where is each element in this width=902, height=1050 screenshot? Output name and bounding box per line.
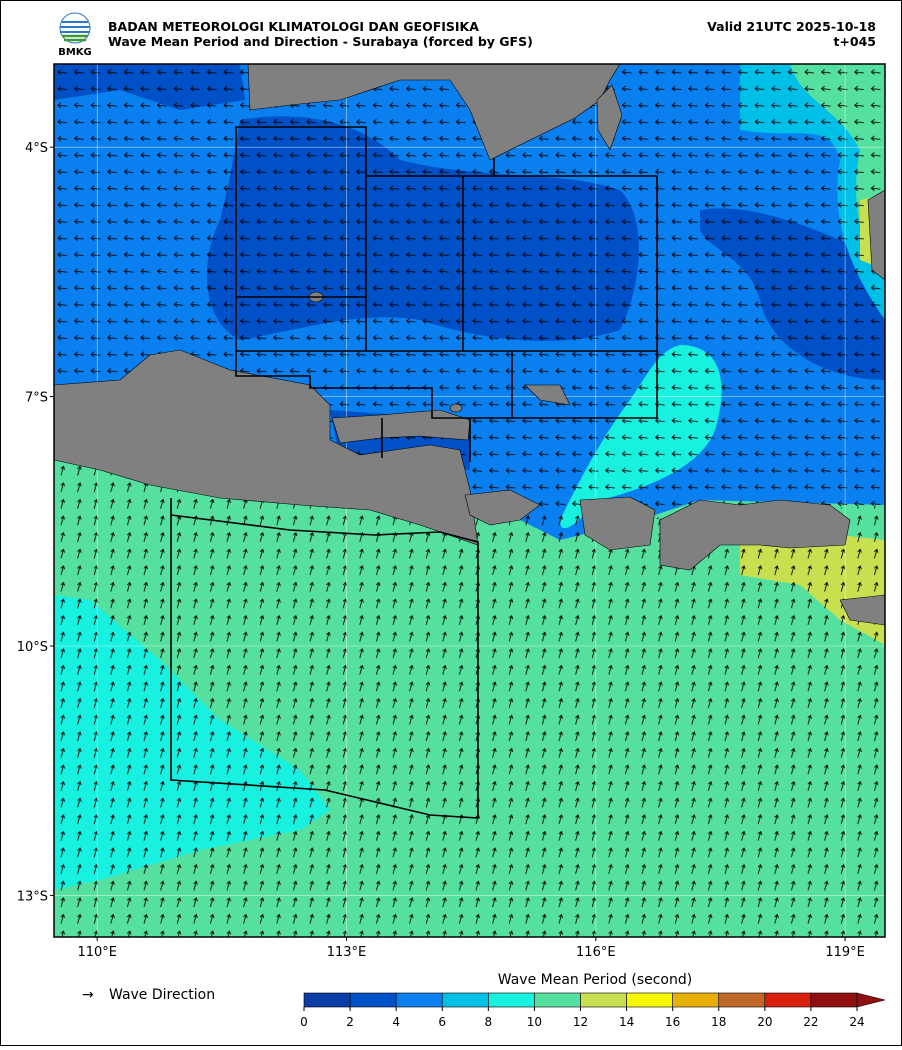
colorbar-segment xyxy=(718,992,766,1008)
colorbar: 0 2 4 6 8 10 12 14 16 18 20 22 24 xyxy=(300,992,886,1029)
land xyxy=(867,189,885,281)
land xyxy=(247,64,621,161)
colorbar-tick-label: 0 xyxy=(300,1015,308,1029)
colorbar-tick-label: 12 xyxy=(573,1015,588,1029)
colorbar-segment xyxy=(303,992,351,1008)
legend-label: Wave Direction xyxy=(109,987,215,1003)
colorbar-tick-label: 2 xyxy=(346,1015,354,1029)
colorbar-tick-label: 20 xyxy=(757,1015,772,1029)
lon-tick-label: 113°E xyxy=(327,945,367,960)
land xyxy=(524,384,571,406)
zone-boundary xyxy=(170,498,479,819)
map-border xyxy=(53,63,886,938)
colorbar-tick-label: 8 xyxy=(485,1015,493,1029)
lead-time: t+045 xyxy=(833,34,876,49)
colorbar-segment xyxy=(672,992,720,1008)
product-title: Wave Mean Period and Direction - Surabay… xyxy=(108,34,533,49)
land xyxy=(54,349,479,546)
lat-tick-label: 7°S xyxy=(25,391,48,406)
agency: BADAN METEOROLOGI KLIMATOLOGI DAN GEOFIS… xyxy=(108,19,479,34)
colorbar-segment xyxy=(441,992,489,1008)
land xyxy=(579,496,656,551)
colorbar-tick-label: 18 xyxy=(711,1015,726,1029)
colorbar-tick-label: 24 xyxy=(849,1015,864,1029)
lat-tick-label: 13°S xyxy=(17,889,48,904)
map xyxy=(54,64,885,937)
colorbar-tick-label: 14 xyxy=(619,1015,634,1029)
land xyxy=(659,499,851,571)
colorbar-segment xyxy=(764,992,812,1008)
lat-tick-label: 10°S xyxy=(17,640,48,655)
colorbar-segment xyxy=(626,992,673,1008)
colorbar-segment xyxy=(488,992,535,1008)
logo-text: BMKG xyxy=(58,47,92,58)
colorbar-segment xyxy=(580,992,627,1008)
land xyxy=(449,403,463,413)
lon-tick-label: 116°E xyxy=(576,945,616,960)
colorbar-tick-label: 16 xyxy=(665,1015,680,1029)
logo: BMKG xyxy=(58,12,92,58)
zone-boundary xyxy=(235,126,658,462)
lon-tick-label: 119°E xyxy=(825,945,865,960)
valid-time: Valid 21UTC 2025-10-18 xyxy=(707,19,876,34)
legend-symbol: → xyxy=(82,987,94,1003)
land xyxy=(596,84,623,151)
land xyxy=(839,594,885,626)
colorbar-tick-label: 10 xyxy=(527,1015,542,1029)
colorbar-tick-label: 4 xyxy=(392,1015,400,1029)
colorbar-segment xyxy=(534,992,581,1008)
lon-tick-label: 110°E xyxy=(77,945,117,960)
axes: 110°E 113°E 116°E 119°E 4°S 7°S 10°S 13°S xyxy=(17,141,865,960)
colorbar-extend xyxy=(856,992,886,1008)
colorbar-tick-label: 6 xyxy=(438,1015,446,1029)
lat-tick-label: 4°S xyxy=(25,141,48,156)
colorbar-segment xyxy=(810,992,858,1008)
land xyxy=(464,489,541,526)
colorbar-segment xyxy=(395,992,443,1008)
grid xyxy=(54,64,885,937)
colorbar-segment xyxy=(349,992,397,1008)
colorbar-title: Wave Mean Period (second) xyxy=(498,972,692,988)
colorbar-tick-label: 22 xyxy=(803,1015,818,1029)
